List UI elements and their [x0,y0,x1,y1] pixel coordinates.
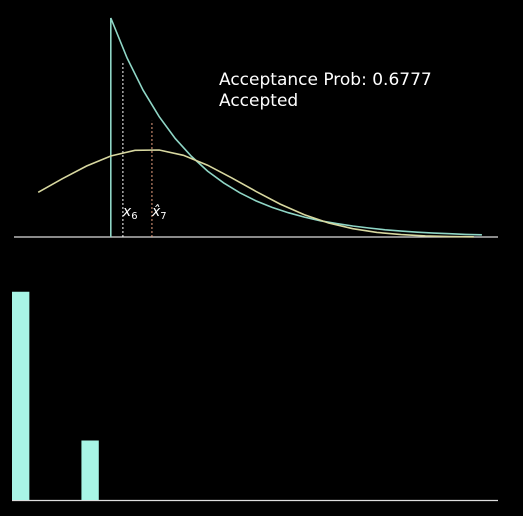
sample-label-index: 7 [160,211,166,222]
sample-label: x6 [122,204,138,222]
density-curve [110,17,482,237]
sample-label-symbol: x̂ [151,204,161,220]
density-curve [37,149,474,238]
histogram-bar [81,440,99,500]
sample-label: x̂7 [151,204,167,222]
acceptance-status: Accepted [219,91,298,111]
histogram-bar [12,291,30,500]
sample-label-index: 6 [131,211,137,222]
acceptance-prob: Acceptance Prob: 0.6777 [219,70,432,90]
sample-label-symbol: x [122,204,132,220]
